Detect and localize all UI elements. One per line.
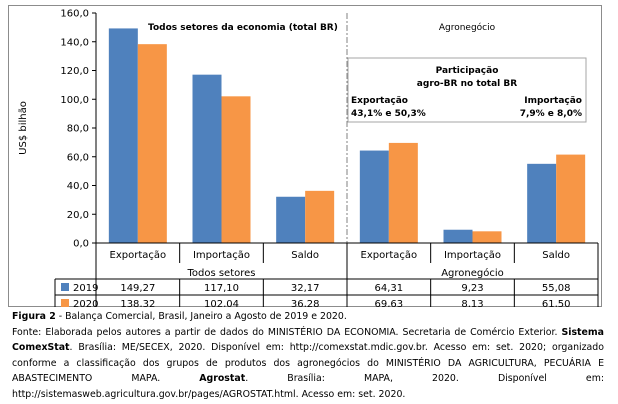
source-text-1: Fonte: Elaborada pelos autores a partir … — [12, 326, 562, 338]
bar-2020 — [305, 190, 335, 243]
data-label: 8,13 — [461, 299, 483, 307]
source-bold-2: Agrostat — [199, 373, 246, 384]
chart-border — [8, 5, 602, 307]
participation-title: Participação — [436, 66, 499, 76]
participation-import-value: 7,9% e 8,0% — [520, 109, 582, 119]
bar-2019 — [276, 196, 306, 243]
data-label: 61,50 — [542, 299, 571, 307]
data-label: 149,27 — [120, 283, 155, 294]
source-bold-1: Sistema ComexStat — [12, 326, 604, 354]
figure-source: Fonte: Elaborada pelos autores a partir … — [12, 325, 604, 403]
data-label: 9,23 — [461, 283, 483, 294]
y-tick-label: 40,0 — [67, 181, 89, 192]
y-axis-label: US$ bilhão — [18, 101, 29, 155]
bar-2020 — [556, 154, 586, 243]
y-tick-label: 20,0 — [67, 210, 89, 221]
y-tick-label: 60,0 — [67, 152, 89, 163]
figure-caption: Figura 2 - Balança Comercial, Brasil, Ja… — [12, 309, 604, 402]
data-label: 102,04 — [204, 299, 239, 307]
y-tick-label: 160,0 — [60, 9, 89, 20]
legend-label: 2020 — [73, 299, 98, 307]
participation-export-label: Exportação — [351, 96, 408, 106]
x-tick-label: Saldo — [291, 250, 319, 261]
legend-label: 2019 — [73, 283, 98, 294]
y-tick-label: 100,0 — [60, 95, 89, 106]
participation-subtitle: agro-BR no total BR — [417, 79, 517, 89]
x-tick-label: Saldo — [542, 250, 570, 261]
bar-2020 — [472, 231, 502, 243]
bar-2019 — [192, 74, 222, 243]
data-label: 64,31 — [375, 283, 404, 294]
legend-swatch-2020 — [61, 299, 69, 307]
source-text-2: . Brasília: ME/SECEX, 2020. Disponível e… — [12, 342, 604, 384]
bar-2020 — [221, 96, 251, 243]
data-label: 32,17 — [291, 283, 320, 294]
x-tick-label: Importação — [193, 250, 250, 261]
data-label: 117,10 — [204, 283, 239, 294]
bar-2020 — [137, 44, 167, 243]
group-annotation: Todos setores da economia (total BR) — [148, 23, 338, 33]
data-label: 69,63 — [375, 299, 404, 307]
figure-text: - Balança Comercial, Brasil, Janeiro a A… — [55, 311, 347, 322]
y-tick-label: 0,0 — [73, 239, 89, 250]
group-label: Agronegócio — [441, 267, 504, 279]
legend-swatch-2019 — [61, 283, 69, 291]
source-text-3: . Brasília: MAPA, 2020. Disponível em: h… — [12, 373, 604, 400]
bar-2019 — [443, 229, 473, 243]
bar-2019 — [527, 163, 557, 243]
data-label: 138,32 — [120, 299, 155, 307]
y-tick-label: 80,0 — [67, 124, 89, 135]
bar-2019 — [359, 150, 389, 243]
x-tick-label: Exportação — [110, 250, 167, 261]
bar-chart: 0,0 20,0 40,0 60,0 80,0 100,0 120,0 140,0 160,0 U… — [8, 5, 602, 307]
participation-export-value: 43,1% e 50,3% — [351, 109, 426, 119]
y-tick-label: 140,0 — [60, 37, 89, 48]
data-label: 55,08 — [542, 283, 571, 294]
figure-label: Figura 2 — [12, 311, 56, 322]
figure-title: Figura 2 - Balança Comercial, Brasil, Ja… — [12, 309, 604, 325]
bar-2019 — [108, 28, 138, 243]
bar-2020 — [388, 142, 418, 243]
group-label: Todos setores — [186, 268, 255, 279]
participation-box — [347, 57, 587, 123]
x-tick-label: Importação — [444, 250, 501, 261]
chart-frame: 0,0 20,0 40,0 60,0 80,0 100,0 120,0 140,0 160,0 U… — [8, 5, 602, 307]
data-label: 36,28 — [291, 299, 320, 307]
group-annotation: Agronegócio — [439, 22, 496, 33]
x-tick-label: Exportação — [361, 250, 418, 261]
y-tick-label: 120,0 — [60, 66, 89, 77]
participation-import-label: Importação — [524, 96, 582, 106]
